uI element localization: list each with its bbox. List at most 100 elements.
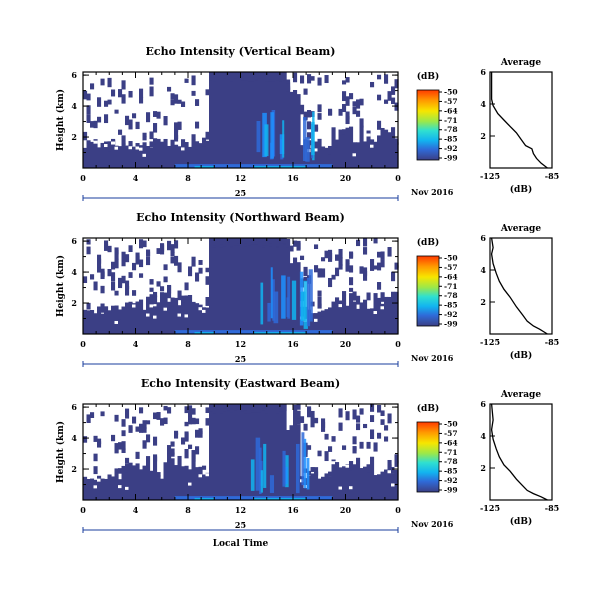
heatmap-cell	[93, 466, 98, 475]
heatmap-cell	[261, 404, 266, 409]
heatmap-cell	[223, 404, 228, 409]
panel-2: Echo Intensity (Eastward Beam) 0 4 8 12 16 20 0…	[55, 377, 559, 549]
heatmap-cell	[195, 429, 200, 438]
avg-y-tick-label: 2	[480, 463, 486, 473]
heatmap-cell	[156, 302, 161, 334]
avg-y-tick-label: 4	[480, 99, 486, 109]
heatmap-cell	[275, 72, 280, 168]
heatmap-cell	[93, 140, 98, 144]
heatmap-cell	[83, 436, 88, 443]
heatmap-cell	[195, 121, 200, 129]
heatmap-cell	[195, 303, 200, 334]
x-tick-label: 8	[185, 505, 191, 515]
heatmap-cell	[317, 308, 322, 312]
colorbar-title: (dB)	[417, 71, 439, 82]
heatmap-cell	[328, 307, 333, 334]
heatmap-cell	[338, 422, 343, 431]
heatmap-cell	[303, 478, 308, 500]
heatmap-cell	[307, 132, 312, 139]
heatmap-cell	[90, 121, 95, 128]
avg-y-tick-label: 2	[480, 297, 486, 307]
heatmap-cell	[209, 72, 214, 81]
x-tick-label: 0	[80, 339, 86, 349]
heatmap-cell	[247, 404, 252, 414]
heatmap-cell	[205, 407, 210, 414]
heatmap-cell	[380, 410, 385, 416]
heatmap-cell	[202, 474, 207, 500]
heatmap-cell	[153, 295, 158, 305]
colorbar-label: -92	[444, 144, 458, 153]
heatmap-cell	[391, 483, 396, 487]
heatmap-cell	[170, 448, 175, 455]
heatmap-cell	[230, 404, 235, 409]
heatmap-cell	[135, 252, 140, 263]
colorbar-label: -78	[444, 291, 458, 300]
heatmap-cell	[328, 277, 333, 288]
heatmap-cell	[356, 110, 361, 117]
heatmap-cell	[366, 441, 371, 449]
heatmap-cell	[307, 110, 312, 118]
heatmap-cell	[114, 320, 119, 324]
heatmap-cell	[114, 258, 119, 269]
heatmap-cell	[118, 277, 123, 287]
heatmap-cell	[305, 137, 310, 162]
heatmap-cell	[349, 461, 354, 471]
heatmap-cell	[198, 474, 203, 478]
heatmap-cell	[170, 298, 175, 334]
heatmap-cell	[163, 405, 168, 411]
heatmap-cell	[163, 292, 168, 334]
heatmap-cell	[349, 126, 354, 168]
heatmap-cell	[394, 138, 399, 145]
heatmap-cell	[293, 89, 298, 168]
x-tick-label: 0	[395, 505, 401, 515]
heatmap-cell	[345, 263, 350, 272]
heatmap-cell	[345, 305, 350, 334]
heatmap-cell	[205, 89, 210, 96]
heatmap-cell	[184, 282, 189, 291]
heatmap-cell	[177, 305, 182, 334]
x-tick-label: 16	[287, 173, 299, 183]
x-tick-label: 0	[80, 173, 86, 183]
heatmap-cell	[380, 127, 385, 168]
heatmap-cell	[380, 259, 385, 268]
heatmap-cell	[142, 136, 147, 141]
heatmap-cell	[293, 404, 298, 414]
heatmap-cell	[132, 113, 137, 119]
heatmap-cell	[139, 469, 144, 500]
heatmap-cell	[289, 263, 294, 334]
heatmap-cell	[125, 457, 130, 464]
heatmap-cell	[177, 313, 182, 317]
heatmap-cell	[160, 141, 165, 168]
heatmap-cell	[237, 72, 242, 168]
heatmap-cell	[317, 296, 322, 307]
y-axis-label: Height (km)	[55, 89, 66, 151]
x-tick-label: 8	[185, 339, 191, 349]
heatmap-cell	[317, 77, 322, 86]
heatmap-cell	[167, 291, 172, 299]
heatmap-cell	[306, 277, 311, 327]
heatmap-cell	[86, 310, 91, 334]
heatmap-cell	[237, 404, 242, 500]
heatmap-cell	[128, 425, 133, 433]
heatmap-cell	[83, 276, 88, 284]
heatmap-cell	[387, 470, 392, 474]
heatmap-cell	[338, 108, 343, 116]
heatmap-cell	[384, 129, 389, 168]
heatmap-cell	[163, 307, 168, 311]
heatmap-cell	[244, 238, 249, 244]
heatmap-cell	[160, 478, 165, 500]
heatmap-cell	[128, 119, 133, 130]
heatmap-cell	[142, 240, 147, 248]
heatmap-cell	[317, 268, 322, 278]
heatmap-cell	[139, 423, 144, 433]
heatmap-cell	[139, 259, 144, 268]
heatmap-cell	[121, 430, 126, 437]
heatmap-cell	[153, 315, 158, 319]
heatmap-cell	[114, 470, 119, 500]
colorbar-label: -71	[444, 282, 458, 291]
heatmap-cell	[111, 261, 116, 270]
heatmap-cell	[284, 466, 288, 485]
heatmap-cell	[391, 271, 396, 282]
heatmap-cell	[342, 103, 347, 113]
